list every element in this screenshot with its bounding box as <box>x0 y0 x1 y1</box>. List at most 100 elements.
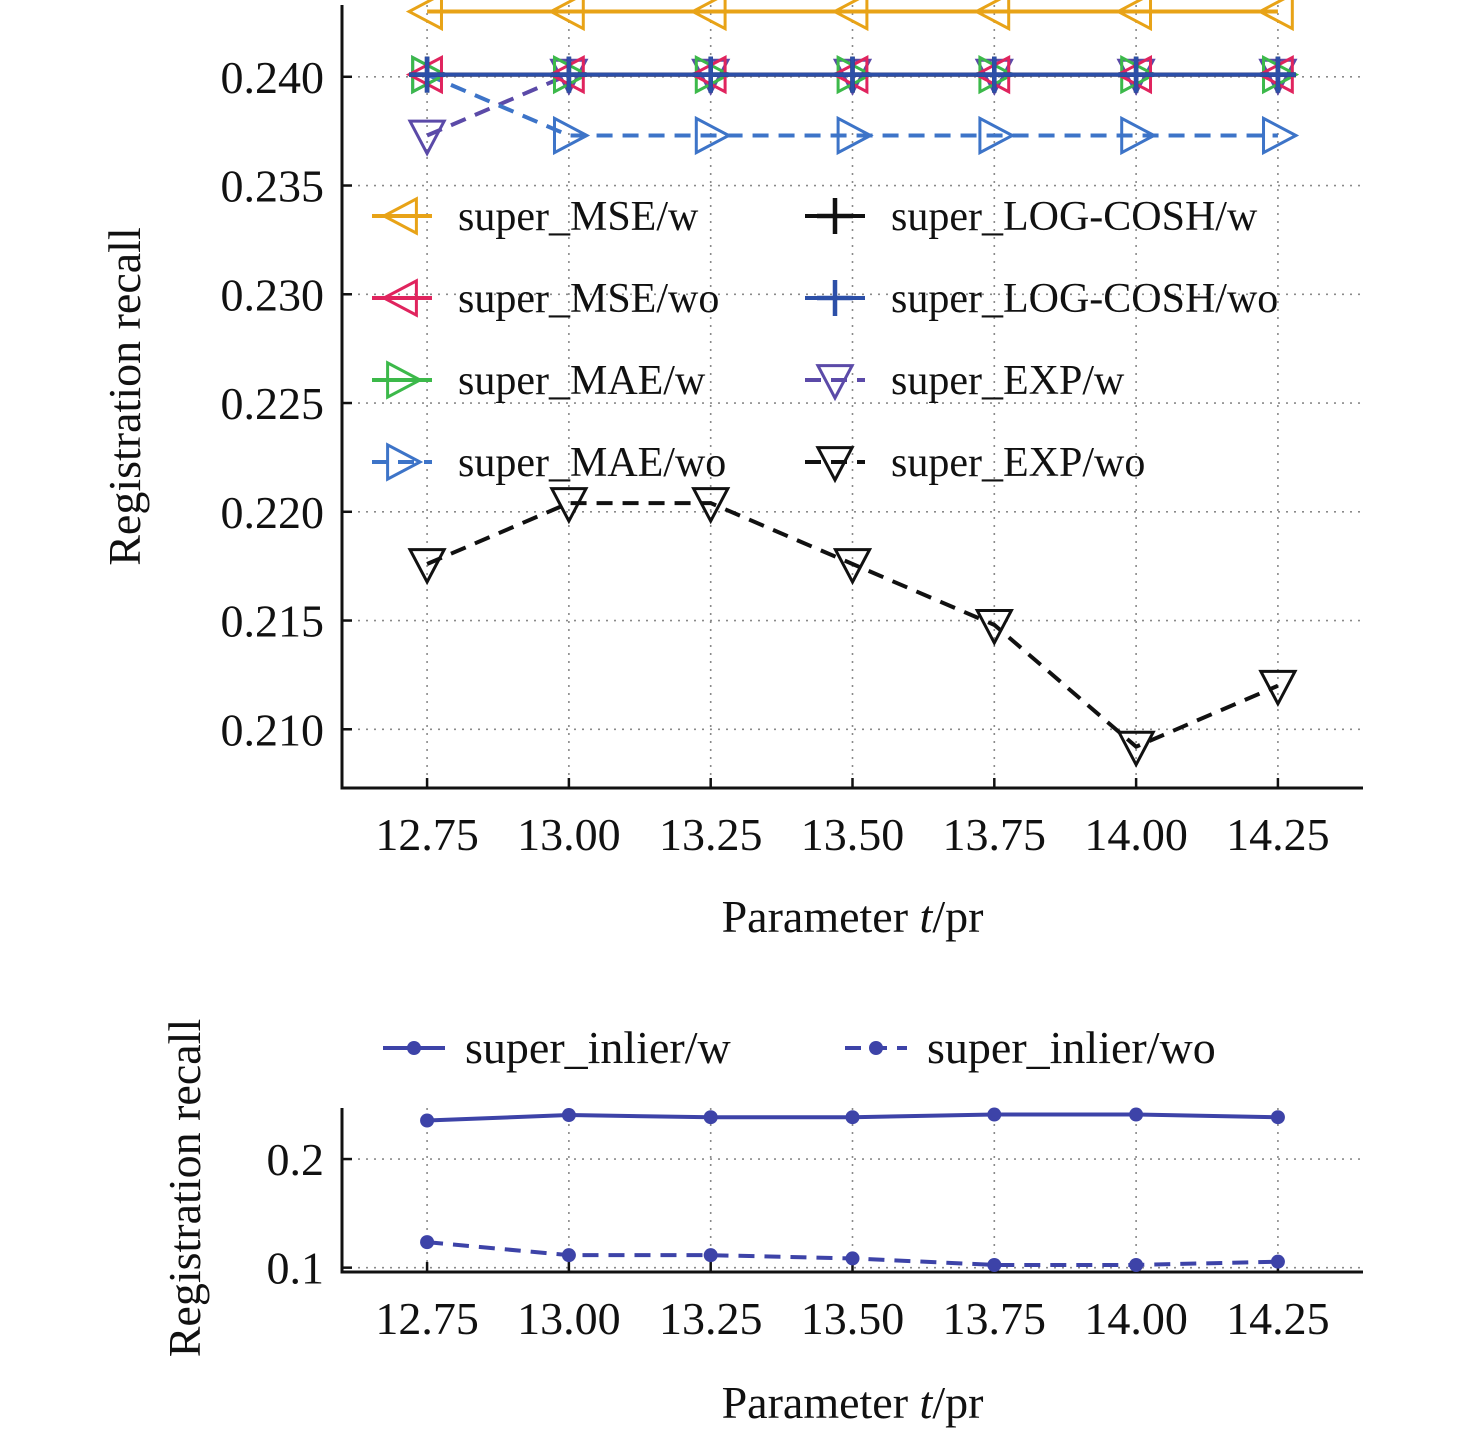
y-axis-label: Registration recall <box>99 227 150 566</box>
x-tick-label: 13.75 <box>943 809 1047 860</box>
legend-marker <box>380 196 418 236</box>
x-tick-label: 13.00 <box>517 809 621 860</box>
legend-label: super_EXP/w <box>891 358 1125 404</box>
series-super-mse-w <box>405 0 1294 32</box>
legend-label: super_inlier/wo <box>927 1022 1216 1073</box>
y-tick-label: 0.215 <box>221 596 325 647</box>
data-point <box>1258 669 1298 707</box>
data-point <box>1120 115 1158 156</box>
x-tick-label: 12.75 <box>375 809 479 860</box>
data-point <box>1256 0 1294 32</box>
data-point <box>703 1248 718 1263</box>
x-tick-label: 13.25 <box>659 809 763 860</box>
x-tick-label: 14.25 <box>1226 809 1330 860</box>
data-point <box>845 1251 860 1266</box>
data-point <box>845 1110 860 1125</box>
legend-marker <box>386 442 424 482</box>
y-tick-label: 0.235 <box>221 161 325 212</box>
legend-label: super_MSE/wo <box>458 276 719 322</box>
x-tick-label: 13.50 <box>801 1293 905 1344</box>
legend-label: super_inlier/w <box>465 1022 731 1073</box>
x-tick-label: 13.75 <box>943 1293 1047 1344</box>
data-point <box>552 115 591 156</box>
legend-marker <box>817 198 853 234</box>
legend-marker <box>815 446 855 484</box>
data-point <box>689 0 727 32</box>
x-axis-label: Parameter t/pr <box>722 1377 984 1428</box>
data-point <box>1114 0 1153 32</box>
legend-item-super-log-cosh-w: super_LOG-COSH/w <box>805 194 1258 240</box>
data-point <box>1116 730 1156 768</box>
data-point <box>831 0 869 32</box>
data-point <box>834 56 871 93</box>
x-tick-label: 13.25 <box>659 1293 763 1344</box>
legend-item-super-mae-w: super_MAE/w <box>372 358 706 404</box>
data-point <box>409 56 446 93</box>
data-point <box>550 56 587 93</box>
y-tick-label: 0.240 <box>221 52 325 103</box>
data-point <box>405 0 443 32</box>
series-super-inlier-wo <box>420 1235 1285 1272</box>
data-point <box>987 1107 1002 1122</box>
y-tick-label: 0.220 <box>221 487 325 538</box>
data-point <box>547 0 585 32</box>
x-tick-label: 14.00 <box>1084 1293 1188 1344</box>
legend-marker <box>380 278 418 318</box>
data-point <box>974 608 1014 647</box>
axes-frame <box>340 5 1363 790</box>
legend-item-super-inlier-wo: super_inlier/wo <box>845 1022 1216 1073</box>
data-point <box>976 56 1013 93</box>
legend-marker <box>407 1041 421 1055</box>
data-point <box>420 1113 435 1128</box>
legend-marker <box>869 1041 883 1055</box>
data-point <box>973 0 1011 32</box>
x-tick-label: 13.00 <box>517 1293 621 1344</box>
y-tick-label: 0.210 <box>221 704 325 755</box>
data-point <box>1270 1110 1285 1125</box>
legend-marker <box>817 280 853 316</box>
legend-label: super_MAE/w <box>458 358 706 404</box>
legend-item-super-log-cosh-wo: super_LOG-COSH/wo <box>805 276 1278 322</box>
legend-marker <box>386 360 424 400</box>
y-tick-label: 0.2 <box>267 1134 325 1185</box>
legend-item-super-exp-w: super_EXP/w <box>805 358 1125 404</box>
data-point <box>692 56 729 93</box>
data-point <box>1118 56 1155 93</box>
series-super-log-cosh-wo <box>409 56 1296 93</box>
series-super-inlier-w <box>420 1107 1285 1128</box>
data-point <box>832 548 873 586</box>
legend-label: super_MSE/w <box>458 194 699 240</box>
data-point <box>691 487 731 525</box>
series-super-exp-wo <box>407 487 1298 768</box>
legend-item-super-mae-wo: super_MAE/wo <box>372 440 726 486</box>
data-point <box>694 115 732 156</box>
legend-label: super_LOG-COSH/wo <box>891 276 1278 322</box>
y-tick-label: 0.225 <box>221 378 325 429</box>
legend-item-super-exp-wo: super_EXP/wo <box>805 440 1145 486</box>
data-point <box>420 1235 435 1250</box>
legend-label: super_LOG-COSH/w <box>891 194 1258 240</box>
data-point <box>1270 1254 1285 1269</box>
legend-item-super-mse-wo: super_MSE/wo <box>372 276 719 322</box>
data-point <box>407 548 447 586</box>
data-point <box>1129 1107 1144 1122</box>
y-tick-label: 0.1 <box>267 1243 325 1294</box>
data-point <box>407 119 447 157</box>
data-point <box>1259 56 1296 93</box>
x-tick-label: 14.00 <box>1084 809 1188 860</box>
series-line <box>426 501 1279 750</box>
data-point <box>978 115 1016 156</box>
data-point <box>987 1257 1002 1272</box>
data-point <box>1129 1257 1144 1272</box>
data-point <box>561 1248 576 1263</box>
bottom-chart-panel: 12.75 13.00 13.25 13.50 13.75 14.00 14.25 0.1 0.… <box>159 1019 1363 1428</box>
legend: super_MSE/w super_MSE/wo super_MAE/w super_… <box>372 194 1278 486</box>
x-axis-label: Parameter t/pr <box>722 891 984 942</box>
top-chart-panel: 12.75 13.00 13.25 13.50 13.75 14.00 14.25 0.210… <box>99 0 1363 942</box>
legend: super_inlier/w super_inlier/wo <box>383 1022 1216 1073</box>
legend-item-super-inlier-w: super_inlier/w <box>383 1022 731 1073</box>
x-tick-label: 13.50 <box>801 809 905 860</box>
x-tick-label: 14.25 <box>1226 1293 1330 1344</box>
legend-marker <box>815 364 855 402</box>
